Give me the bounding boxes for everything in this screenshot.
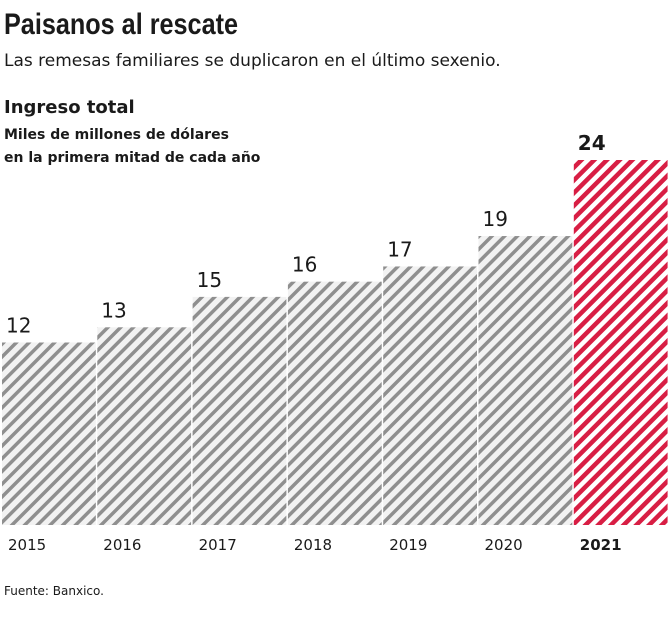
- value-label: 12: [6, 314, 31, 338]
- x-tick-label: 2020: [485, 536, 523, 554]
- bar: [573, 160, 668, 525]
- value-label: 15: [197, 268, 222, 292]
- x-tick-label: 2018: [294, 536, 332, 554]
- x-tick-label: 2017: [199, 536, 237, 554]
- source: Fuente: Banxico.: [4, 584, 104, 598]
- unit-label: en la primera mitad de cada año: [4, 150, 261, 166]
- x-tick-label: 2015: [8, 536, 46, 554]
- bar: [287, 281, 382, 525]
- value-label: 19: [483, 207, 508, 231]
- x-tick-label: 2019: [389, 536, 427, 554]
- value-label: 16: [292, 253, 317, 277]
- value-label: 17: [387, 237, 412, 261]
- bar: [192, 296, 287, 525]
- chart-title: Paisanos al rescate: [4, 8, 238, 41]
- x-tick-label: 2021: [580, 536, 622, 554]
- bar: [383, 266, 477, 525]
- bar: [97, 327, 192, 525]
- section-title: Ingreso total: [4, 97, 135, 118]
- x-tick-label: 2016: [103, 536, 141, 554]
- bar: [2, 342, 96, 525]
- unit-label: Miles de millones de dólares: [4, 127, 229, 143]
- value-label: 13: [101, 298, 126, 322]
- bar: [478, 236, 573, 525]
- subtitle: Las remesas familiares se duplicaron en …: [4, 51, 501, 71]
- value-label: 24: [578, 131, 606, 155]
